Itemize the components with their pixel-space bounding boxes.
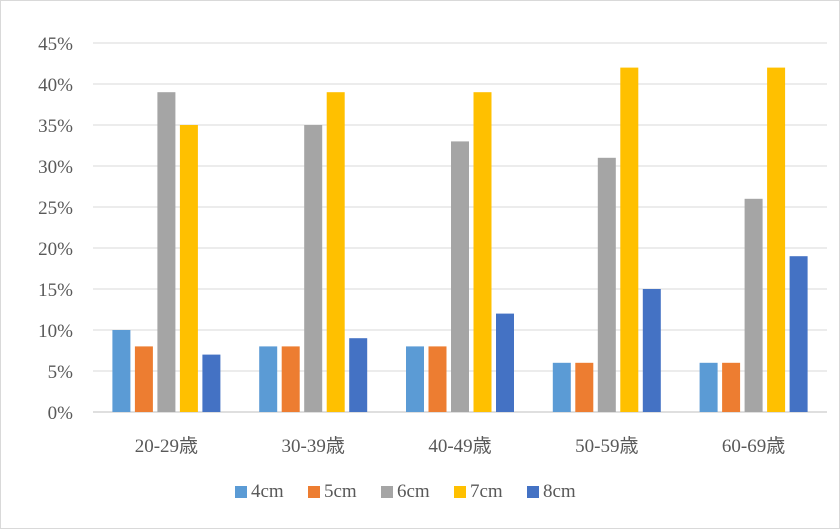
bar-5cm-60-69歳: [722, 362, 741, 412]
y-tick-label: 20%: [38, 239, 73, 260]
bar-4cm-60-69歳: [699, 362, 718, 412]
bar-5cm-30-39歳: [281, 346, 300, 412]
bar-7cm-40-49歳: [473, 92, 492, 412]
bars: [112, 67, 808, 412]
legend-swatch-6cm: [381, 486, 393, 498]
legend: 4cm 5cm 6cm 7cm 8cm: [235, 481, 576, 502]
y-tick-label: 40%: [38, 75, 73, 96]
y-tick-label: 30%: [38, 157, 73, 178]
bar-8cm-50-59歳: [642, 289, 661, 412]
bar-4cm-30-39歳: [259, 346, 278, 412]
y-tick-label: 45%: [38, 34, 73, 55]
legend-swatch-8cm: [527, 486, 539, 498]
y-tick-label: 15%: [38, 280, 73, 301]
y-tick-label: 35%: [38, 116, 73, 137]
x-tick-label: 40-49歳: [428, 435, 491, 457]
legend-label-4cm: 4cm: [251, 481, 284, 502]
y-tick-label: 10%: [38, 321, 73, 342]
bar-8cm-30-39歳: [349, 338, 368, 412]
x-tick-label: 20-29歳: [135, 435, 198, 457]
bar-8cm-20-29歳: [202, 354, 221, 412]
bar-6cm-40-49歳: [451, 141, 469, 412]
legend-swatch-7cm: [454, 486, 466, 498]
x-tick-label: 50-59歳: [575, 435, 638, 457]
bar-8cm-60-69歳: [789, 256, 808, 412]
bar-7cm-50-59歳: [620, 67, 639, 412]
bar-6cm-60-69歳: [744, 198, 763, 412]
bar-6cm-20-29歳: [157, 92, 176, 412]
bar-7cm-60-69歳: [767, 67, 786, 412]
legend-label-7cm: 7cm: [470, 481, 503, 502]
x-axis-tick-labels: 20-29歳 30-39歳 40-49歳 50-59歳 60-69歳: [135, 435, 786, 457]
bar-4cm-50-59歳: [552, 362, 571, 412]
y-tick-label: 5%: [48, 362, 74, 383]
legend-label-6cm: 6cm: [397, 481, 430, 502]
bar-5cm-20-29歳: [134, 346, 153, 412]
bar-6cm-50-59歳: [597, 157, 616, 412]
legend-swatch-4cm: [235, 486, 247, 498]
x-tick-label: 30-39歳: [282, 435, 345, 457]
y-tick-label: 0%: [48, 403, 74, 424]
bar-7cm-20-29歳: [179, 125, 198, 412]
x-tick-label: 60-69歳: [722, 435, 785, 457]
bar-5cm-40-49歳: [428, 346, 447, 412]
bar-7cm-30-39歳: [326, 92, 345, 412]
bar-5cm-50-59歳: [575, 362, 594, 412]
legend-label-8cm: 8cm: [543, 481, 576, 502]
bar-4cm-20-29歳: [112, 330, 131, 412]
legend-label-5cm: 5cm: [324, 481, 357, 502]
bar-6cm-30-39歳: [304, 125, 323, 412]
y-axis-tick-labels: 0% 5% 10% 15% 20% 25% 30% 35% 40% 45%: [38, 34, 73, 424]
legend-swatch-5cm: [308, 486, 320, 498]
bar-4cm-40-49歳: [406, 346, 424, 412]
bar-8cm-40-49歳: [496, 313, 514, 412]
y-tick-label: 25%: [38, 198, 73, 219]
